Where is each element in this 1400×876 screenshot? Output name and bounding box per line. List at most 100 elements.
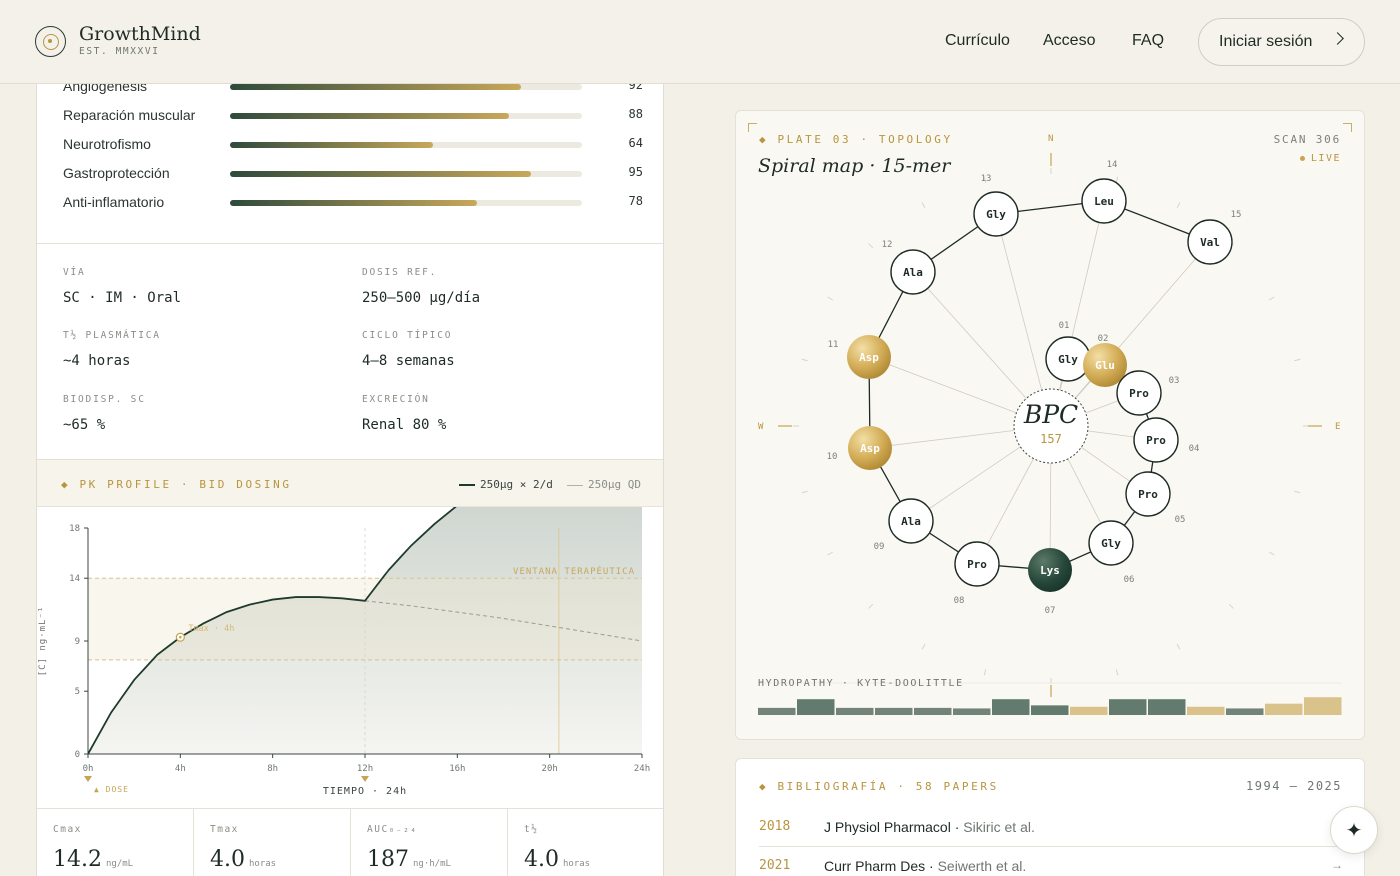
benefit-value: 92 <box>628 84 643 92</box>
benefit-value: 95 <box>628 165 643 179</box>
legend-qd-label: 250µg QD <box>588 478 641 491</box>
residue-circle <box>973 191 1019 237</box>
residue-node[interactable]: Asp 10 <box>827 426 892 470</box>
x-tick-label: 12h <box>357 764 373 774</box>
spec-value: SC · IM · Oral <box>63 290 182 306</box>
residue-number: 11 <box>828 340 839 350</box>
x-tick-label: 24h <box>634 764 650 774</box>
stat-label: Tmax <box>210 824 239 835</box>
bib-journal: Curr Pharm Des <box>824 858 926 874</box>
pk-stats: Cmax 14.2 ng/mL Tmax 4.0 horas AUC₀₋₂₄ 187… <box>37 808 663 876</box>
residue-node[interactable]: Lys 07 <box>1028 548 1072 616</box>
residue-node[interactable]: Pro 05 <box>1125 471 1185 525</box>
hydropathy-bar <box>1226 708 1264 715</box>
bib-authors: Sikiric et al. <box>963 819 1035 835</box>
residue-node[interactable]: Pro 04 <box>1133 417 1199 463</box>
bib-year: 2018 <box>759 819 791 834</box>
x-tick-label: 20h <box>542 764 558 774</box>
y-tick-label: 18 <box>69 524 80 534</box>
legend-qd[interactable]: 250µg QD <box>567 478 641 491</box>
stat-value: 14.2 <box>53 847 102 872</box>
residue-label: Lys <box>1040 564 1060 577</box>
residue-number: 01 <box>1059 321 1070 331</box>
residue-node[interactable]: Glu 02 <box>1083 334 1127 387</box>
compass-e-label: E <box>1335 422 1340 432</box>
stat-unit: ng·h/mL <box>413 859 451 869</box>
center-ring <box>1013 388 1089 464</box>
divider <box>37 243 663 244</box>
residue-node[interactable]: Val 15 <box>1187 210 1242 265</box>
benefit-bar-track <box>230 171 582 177</box>
spec-value: ~65 % <box>63 417 106 433</box>
center-title: BPC <box>1023 400 1078 429</box>
benefit-bar-fill <box>230 84 522 90</box>
legend-bid[interactable]: 250µg × 2/d <box>459 478 553 491</box>
stat-label: t½ <box>524 824 539 835</box>
hydropathy-bar <box>836 707 874 715</box>
spec-value: Renal 80 % <box>362 417 447 433</box>
compass-tick <box>983 669 987 676</box>
residue-label: Pro <box>1146 434 1166 447</box>
residue-label: Leu <box>1094 195 1114 208</box>
spec-dose: DOSIS REF. 250–500 µg/día <box>362 267 480 306</box>
compass-tick <box>827 551 834 556</box>
spec-label: VÍA <box>63 267 86 278</box>
brand-name[interactable]: GrowthMind <box>79 23 201 45</box>
sparkle-icon[interactable]: ✦ <box>1330 806 1378 854</box>
x-tick-label: 16h <box>449 764 465 774</box>
residue-node[interactable]: Asp 11 <box>828 335 891 379</box>
spec-bioavailability: BIODISP. SC ~65 % <box>63 394 146 433</box>
residue-label: Pro <box>1138 488 1158 501</box>
nav-link-acceso[interactable]: Acceso <box>1043 32 1096 49</box>
residue-number: 14 <box>1107 160 1118 170</box>
residue-node[interactable]: Gly 06 <box>1088 520 1135 585</box>
spiral-map-card: ◆ PLATE 03 · TOPOLOGY Spiral map · 15-me… <box>735 110 1365 740</box>
residue-circle <box>848 426 892 470</box>
compass-tick <box>1268 551 1275 556</box>
compass-tick <box>801 490 808 494</box>
spec-excretion: EXCRECIÓN Renal 80 % <box>362 394 446 433</box>
stat-unit: horas <box>563 859 591 869</box>
residue-circle <box>1125 471 1171 517</box>
residue-node[interactable]: Ala 12 <box>882 240 936 295</box>
residue-node[interactable]: Gly 01 <box>1045 321 1091 382</box>
hydropathy-bar <box>758 707 796 715</box>
top-navigation-bar: GrowthMind EST. MMXXVI Currículo Acceso … <box>0 0 1400 84</box>
residue-number: 06 <box>1124 575 1135 585</box>
benefit-bar-fill <box>230 200 478 206</box>
spiral-map: N E W BPC 157 Gly 01 Glu 02 Pro 03 Pro 04 Pro 05 Gly 06 L… <box>758 134 1342 715</box>
bib-year: 2021 <box>759 858 791 873</box>
bibliography-row[interactable]: 2018 J Physiol Pharmacol · Sikiric et al… <box>759 809 1343 847</box>
spec-value: 4–8 semanas <box>362 353 455 369</box>
nav-link-faq[interactable]: FAQ <box>1132 32 1165 49</box>
benefit-label: Gastroprotección <box>63 165 170 181</box>
residue-number: 03 <box>1169 376 1180 386</box>
dose-marker-icon <box>84 776 92 782</box>
residue-node[interactable]: Leu 14 <box>1081 160 1127 224</box>
residue-label: Pro <box>967 558 987 571</box>
logo-icon[interactable] <box>35 26 66 57</box>
residue-node[interactable]: Gly 13 <box>973 174 1019 237</box>
residue-node[interactable]: Ala 09 <box>874 498 934 552</box>
residue-node[interactable]: Pro 03 <box>1116 370 1180 416</box>
residue-number: 15 <box>1231 210 1242 220</box>
hydropathy-bar <box>1109 699 1147 715</box>
corner-mark <box>1343 123 1352 132</box>
benefit-bar-fill <box>230 142 433 148</box>
residue-circle <box>1081 178 1127 224</box>
compass-tick <box>1176 202 1181 209</box>
bibliography-row[interactable]: 2021 Curr Pharm Des · Seiwerth et al. → <box>759 848 1343 876</box>
y-tick-label: 0 <box>75 750 80 760</box>
center-value: 157 <box>1040 432 1062 446</box>
x-tick-label: 0h <box>83 764 94 774</box>
residue-node[interactable]: Pro 08 <box>954 541 1000 606</box>
residue-label: Gly <box>1058 353 1078 366</box>
login-button[interactable]: Iniciar sesión <box>1198 18 1365 66</box>
compass-n-label: N <box>1048 134 1053 144</box>
chevron-right-icon <box>1331 32 1344 45</box>
hydropathy-bar <box>1070 706 1108 715</box>
nav-link-curriculo[interactable]: Currículo <box>945 32 1010 49</box>
spec-half-life: T½ PLASMÁTICA ~4 horas <box>63 330 161 369</box>
stat-cmax: Cmax 14.2 ng/mL <box>37 809 194 876</box>
plate-label: ◆ PLATE 03 · TOPOLOGY <box>759 133 953 146</box>
